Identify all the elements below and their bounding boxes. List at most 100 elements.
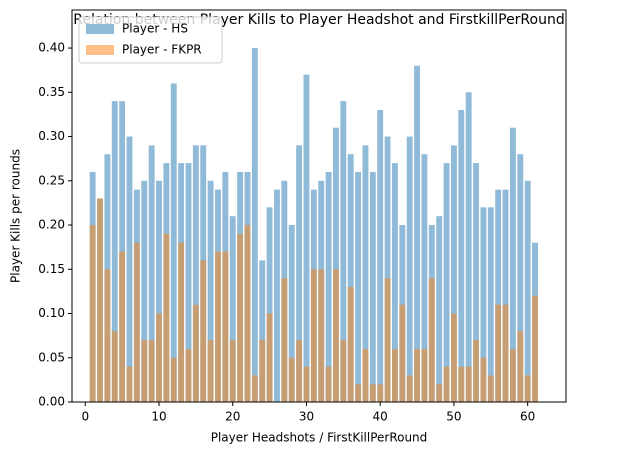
bar xyxy=(288,225,295,402)
bar xyxy=(436,216,443,402)
bar xyxy=(310,269,317,402)
bar xyxy=(163,233,170,402)
bar xyxy=(450,145,457,403)
bar xyxy=(97,198,103,402)
bar xyxy=(244,225,251,402)
bar xyxy=(347,286,354,402)
y-tick-label: 0.35 xyxy=(38,85,65,99)
bar xyxy=(185,348,192,402)
bar xyxy=(170,357,177,402)
bar xyxy=(192,304,199,402)
bar xyxy=(170,83,177,402)
x-tick-label: 40 xyxy=(373,410,388,424)
y-tick-label: 0.25 xyxy=(38,173,65,187)
bar xyxy=(156,313,162,402)
y-tick-label: 0.40 xyxy=(38,41,65,55)
bar xyxy=(266,207,273,402)
bar xyxy=(362,348,369,402)
bar xyxy=(414,348,421,402)
bar xyxy=(436,384,443,402)
bar xyxy=(266,313,273,402)
bar xyxy=(487,375,494,402)
bar xyxy=(229,216,236,402)
bar xyxy=(414,65,421,402)
bar xyxy=(384,136,391,403)
bar xyxy=(480,357,487,402)
bar xyxy=(141,340,148,402)
bar xyxy=(126,136,133,403)
bar xyxy=(251,48,258,403)
bar xyxy=(89,225,96,402)
bar xyxy=(391,163,398,402)
bar xyxy=(517,154,524,402)
bar xyxy=(524,180,531,402)
y-tick-label: 0.30 xyxy=(38,129,65,143)
bar xyxy=(148,145,155,403)
x-tick-label: 20 xyxy=(225,410,240,424)
y-tick-label: 0.20 xyxy=(38,218,65,232)
y-tick-label: 0.00 xyxy=(38,395,65,409)
bar xyxy=(111,331,118,402)
bar xyxy=(369,384,376,402)
bar xyxy=(259,340,266,402)
x-tick-label: 30 xyxy=(299,410,314,424)
bar xyxy=(362,145,369,403)
bar xyxy=(259,260,266,402)
y-tick-label: 0.10 xyxy=(38,306,65,320)
bar xyxy=(421,348,428,402)
legend-box xyxy=(78,16,223,64)
bar xyxy=(377,109,384,402)
bar xyxy=(229,340,236,402)
bar xyxy=(517,331,524,402)
bar xyxy=(126,366,133,402)
legend-swatch xyxy=(86,45,114,55)
bar xyxy=(288,357,295,402)
bar xyxy=(325,171,332,402)
bar xyxy=(502,189,509,402)
bar xyxy=(303,366,310,402)
legend-swatch xyxy=(86,24,114,34)
bar xyxy=(473,340,479,402)
bar xyxy=(237,233,244,402)
bar xyxy=(465,366,472,402)
bar xyxy=(340,340,347,402)
bar xyxy=(509,348,516,402)
bar xyxy=(406,375,413,402)
bar xyxy=(443,366,450,402)
bar xyxy=(281,278,288,402)
bar xyxy=(377,384,384,402)
bar xyxy=(111,101,118,402)
bar xyxy=(458,109,465,402)
bar xyxy=(399,304,406,402)
bar xyxy=(428,278,435,402)
bar xyxy=(355,384,362,402)
bar xyxy=(421,154,428,402)
bar xyxy=(369,171,376,402)
x-tick-label: 0 xyxy=(81,410,89,424)
bar xyxy=(443,163,450,402)
y-tick-label: 0.15 xyxy=(38,262,65,276)
legend-label: Player - FKPR xyxy=(122,43,202,57)
bar xyxy=(104,269,111,402)
bar xyxy=(141,180,148,402)
legend-label: Player - HS xyxy=(122,22,188,36)
bar xyxy=(207,180,214,402)
bar xyxy=(450,313,457,402)
bar xyxy=(333,269,339,402)
bar xyxy=(465,92,472,402)
bar xyxy=(487,207,494,402)
bar xyxy=(391,348,398,402)
bar xyxy=(495,304,502,402)
bar xyxy=(458,366,465,402)
x-tick-label: 50 xyxy=(446,410,461,424)
bar xyxy=(215,251,221,402)
bar xyxy=(347,154,354,402)
bar xyxy=(325,366,332,402)
bar xyxy=(480,207,487,402)
bar xyxy=(178,242,185,402)
bar xyxy=(296,340,303,402)
bar xyxy=(251,375,258,402)
bar xyxy=(185,163,192,402)
bar xyxy=(119,251,126,402)
